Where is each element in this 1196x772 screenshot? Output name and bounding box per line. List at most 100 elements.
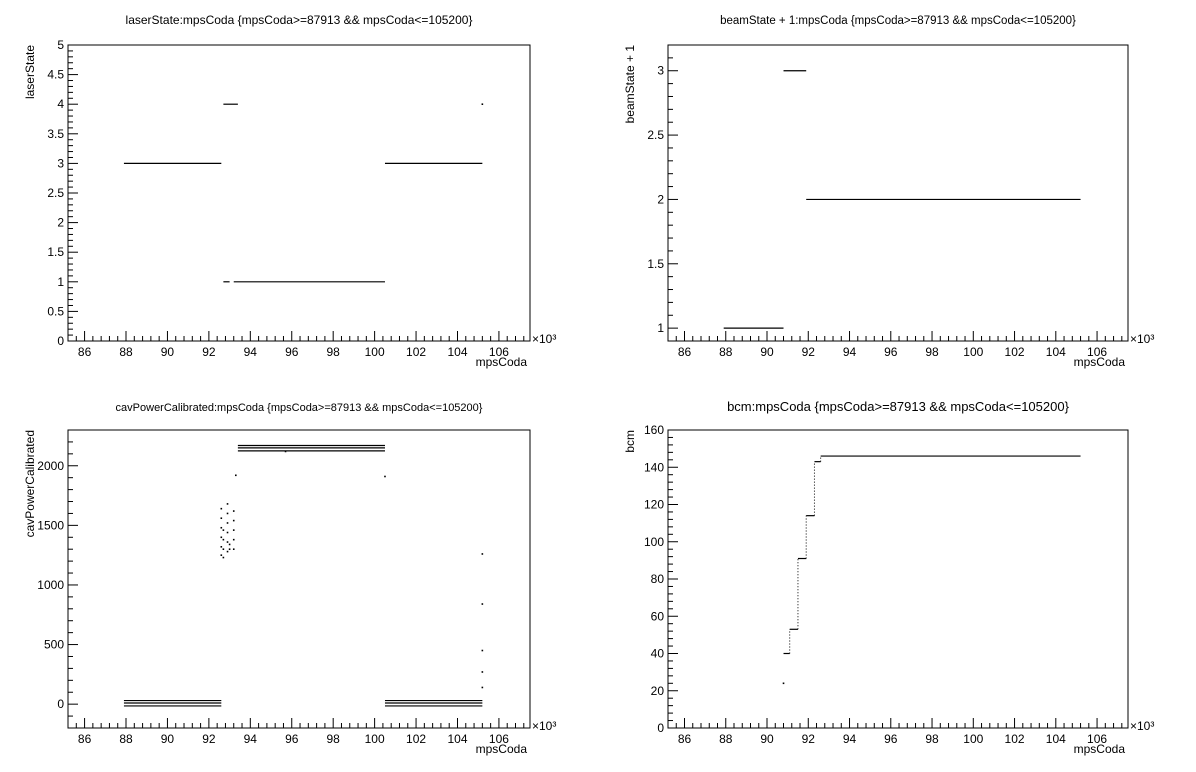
x-tick-label: 88 xyxy=(119,345,133,359)
y-tick-label: 2 xyxy=(57,216,64,230)
x-tick-label: 98 xyxy=(327,732,341,746)
y-tick-label: 2.5 xyxy=(47,186,64,200)
data-point xyxy=(481,603,484,605)
x-tick-label: 88 xyxy=(719,345,733,359)
y-tick-label: 2 xyxy=(657,192,664,206)
data-point xyxy=(481,649,484,652)
x-tick-label: 106 xyxy=(489,345,509,359)
x-axis-title: mpsCoda xyxy=(476,742,528,756)
chart-title: laserState:mpsCoda {mpsCoda>=87913 && mp… xyxy=(126,13,473,27)
y-tick-label: 1500 xyxy=(37,518,64,532)
x-tick-label: 100 xyxy=(963,345,983,359)
x-tick-label: 88 xyxy=(119,732,133,746)
x-tick-label: 106 xyxy=(1087,345,1107,359)
x-tick-label: 102 xyxy=(1005,732,1025,746)
y-tick-label: 4.5 xyxy=(47,68,64,82)
x-tick-label: 90 xyxy=(760,732,774,746)
y-tick-label: 60 xyxy=(651,609,665,623)
data-point xyxy=(284,450,287,453)
data-point xyxy=(232,510,235,512)
data-point xyxy=(782,682,785,685)
data-point xyxy=(220,526,223,529)
data-point xyxy=(228,543,231,546)
data-point xyxy=(228,548,231,550)
y-tick-label: 4 xyxy=(57,97,64,111)
x-tick-label: 86 xyxy=(78,345,92,359)
y-tick-label: 5 xyxy=(57,38,64,52)
x-tick-label: 94 xyxy=(843,345,857,359)
x-tick-label: 90 xyxy=(161,732,175,746)
y-tick-label: 0 xyxy=(657,721,664,735)
data-point xyxy=(226,512,229,515)
x-tick-label: 94 xyxy=(244,732,258,746)
y-axis-title: cavPowerCalibrated xyxy=(23,430,37,537)
chart-panel-1: laserState:mpsCoda {mpsCoda>=87913 && mp… xyxy=(23,13,556,369)
chart-title: bcm:mpsCoda {mpsCoda>=87913 && mpsCoda<=… xyxy=(727,399,1069,414)
x-tick-label: 94 xyxy=(244,345,258,359)
y-tick-label: 0 xyxy=(57,334,64,348)
data-point xyxy=(222,556,225,559)
x-tick-label: 96 xyxy=(884,345,898,359)
y-tick-label: 100 xyxy=(644,535,664,549)
chart-panel-4: bcm:mpsCoda {mpsCoda>=87913 && mpsCoda<=… xyxy=(623,399,1154,756)
x-tick-label: 92 xyxy=(202,345,216,359)
y-axis-title: beamState + 1 xyxy=(623,45,637,124)
y-tick-label: 40 xyxy=(651,647,665,661)
data-point xyxy=(226,503,229,505)
data-point xyxy=(220,517,223,520)
x-tick-label: 86 xyxy=(678,732,692,746)
x-tick-label: 96 xyxy=(884,732,898,746)
y-tick-label: 1000 xyxy=(37,578,64,592)
y-tick-label: 3 xyxy=(657,64,664,78)
x-tick-label: 98 xyxy=(925,732,939,746)
x-tick-label: 90 xyxy=(161,345,175,359)
y-tick-label: 120 xyxy=(644,498,664,512)
data-point xyxy=(481,686,484,689)
y-tick-label: 1 xyxy=(657,321,664,335)
x-tick-label: 86 xyxy=(78,732,92,746)
data-point xyxy=(226,550,229,553)
x-axis-title: mpsCoda xyxy=(1074,355,1126,369)
x-tick-label: 100 xyxy=(365,732,385,746)
data-point xyxy=(226,541,229,543)
data-point xyxy=(232,548,235,550)
chart-title: beamState + 1:mpsCoda {mpsCoda>=87913 &&… xyxy=(720,15,1076,27)
chart-panel-3: cavPowerCalibrated:mpsCoda {mpsCoda>=879… xyxy=(23,402,556,756)
x-tick-label: 102 xyxy=(406,345,426,359)
x-tick-label: 106 xyxy=(489,732,509,746)
y-tick-label: 1.5 xyxy=(647,257,664,271)
x-tick-label: 92 xyxy=(202,732,216,746)
data-point xyxy=(232,538,235,541)
x-tick-label: 90 xyxy=(760,345,774,359)
x-tick-label: 100 xyxy=(365,345,385,359)
y-tick-label: 2000 xyxy=(37,459,64,473)
x-tick-label: 96 xyxy=(285,345,299,359)
x-tick-label: 88 xyxy=(719,732,733,746)
y-tick-label: 20 xyxy=(651,684,665,698)
x-tick-label: 104 xyxy=(447,732,467,746)
x-tick-label: 104 xyxy=(1046,732,1066,746)
plot-frame xyxy=(67,429,531,729)
x-exponent-label: ×10³ xyxy=(1130,332,1154,346)
x-tick-label: 102 xyxy=(406,732,426,746)
y-tick-label: 2.5 xyxy=(647,128,664,142)
y-tick-label: 1.5 xyxy=(47,245,64,259)
y-tick-label: 1 xyxy=(57,275,64,289)
data-point xyxy=(220,536,223,539)
y-tick-label: 3.5 xyxy=(47,127,64,141)
chart-panel-2: beamState + 1:mpsCoda {mpsCoda>=87913 &&… xyxy=(623,15,1154,369)
x-tick-label: 92 xyxy=(802,345,816,359)
y-tick-label: 80 xyxy=(651,572,665,586)
x-exponent-label: ×10³ xyxy=(1130,719,1154,733)
data-point xyxy=(481,671,484,673)
x-tick-label: 92 xyxy=(802,732,816,746)
x-tick-label: 104 xyxy=(447,345,467,359)
y-tick-label: 3 xyxy=(57,156,64,170)
x-exponent-label: ×10³ xyxy=(532,332,556,346)
x-axis-title: mpsCoda xyxy=(1074,742,1126,756)
data-point xyxy=(481,103,484,105)
data-point xyxy=(220,554,223,556)
x-tick-label: 96 xyxy=(285,732,299,746)
data-point xyxy=(220,507,223,510)
